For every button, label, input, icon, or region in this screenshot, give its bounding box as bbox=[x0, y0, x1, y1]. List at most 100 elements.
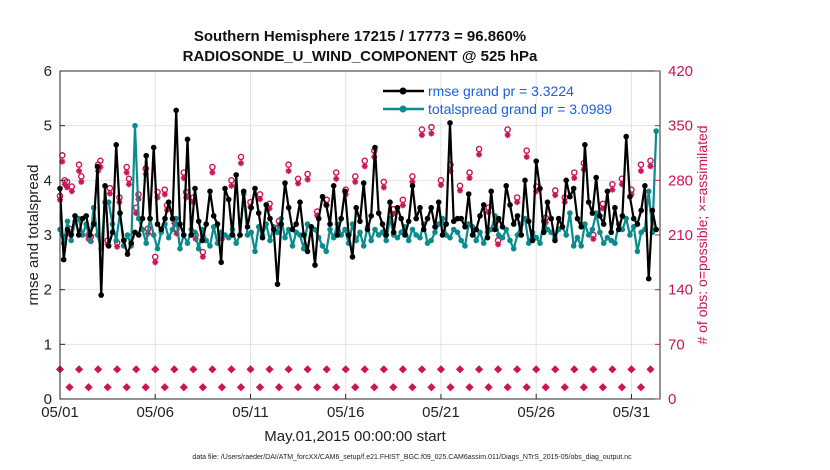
obs-assimilated-stroke bbox=[333, 176, 339, 182]
obs-possible-marker bbox=[332, 169, 340, 176]
obs-low-marker bbox=[389, 383, 398, 392]
obs-low-marker bbox=[617, 383, 627, 392]
rmse-point bbox=[229, 232, 236, 238]
obs-assimilated-marker bbox=[495, 241, 502, 248]
obs-assimilated-stroke bbox=[200, 254, 206, 260]
obs-assimilated-stroke bbox=[59, 158, 65, 165]
rmse-point bbox=[473, 226, 480, 233]
rmse-point bbox=[282, 180, 288, 186]
obs-assimilated-marker bbox=[590, 235, 597, 242]
rmse-point bbox=[630, 215, 637, 222]
rmse-point bbox=[90, 221, 97, 227]
legend-spread-swatch-marker bbox=[399, 105, 407, 113]
rmse-point bbox=[87, 232, 93, 238]
rmse-point bbox=[102, 183, 108, 189]
rmse-point bbox=[222, 185, 228, 192]
totalspread-point bbox=[458, 237, 465, 244]
obs-low-marker bbox=[151, 365, 160, 374]
totalspread-point bbox=[574, 234, 581, 241]
totalspread-point bbox=[627, 232, 633, 238]
rmse-point bbox=[420, 226, 427, 233]
totalspread-point bbox=[68, 237, 74, 244]
rmse-point bbox=[188, 232, 194, 238]
obs-low-marker bbox=[293, 383, 303, 392]
right-y-tick-label: 140 bbox=[668, 282, 693, 299]
totalspread-point bbox=[537, 240, 543, 246]
rmse-point bbox=[428, 204, 435, 211]
obs-low-marker bbox=[255, 383, 265, 392]
totalspread-point bbox=[563, 232, 569, 238]
rmse-point bbox=[589, 210, 596, 216]
x-axis-label: May.01,2015 00:00:00 start bbox=[264, 428, 446, 445]
rmse-point bbox=[653, 226, 659, 233]
rmse-point bbox=[199, 237, 206, 244]
rmse-point bbox=[552, 237, 558, 244]
rmse-point bbox=[315, 215, 322, 222]
obs-assimilated-marker bbox=[418, 132, 425, 139]
rmse-point bbox=[267, 215, 273, 222]
legend-rmse-label: rmse grand pr = 3.3224 bbox=[428, 83, 574, 99]
obs-possible-marker bbox=[647, 157, 654, 165]
rmse-point bbox=[289, 226, 296, 233]
obs-assimilated-marker bbox=[257, 196, 263, 203]
rmse-point bbox=[128, 240, 134, 246]
obs-assimilated-marker bbox=[152, 259, 159, 266]
obs-possible-marker bbox=[285, 161, 292, 169]
obs-low-marker bbox=[227, 365, 236, 374]
rmse-point bbox=[177, 221, 183, 227]
obs-low-marker bbox=[313, 383, 322, 392]
rmse-point bbox=[522, 177, 528, 184]
totalspread-point bbox=[634, 248, 641, 255]
obs-assimilated-stroke bbox=[295, 180, 301, 187]
rmse-point bbox=[604, 188, 611, 195]
totalspread-point bbox=[447, 234, 453, 241]
rmse-point bbox=[375, 210, 382, 216]
obs-assimilated-stroke bbox=[647, 163, 654, 169]
obs-possible-marker bbox=[475, 145, 483, 153]
totalspread-point bbox=[319, 243, 326, 249]
obs-assimilated-marker bbox=[428, 130, 435, 137]
right-y-tick-label: 350 bbox=[668, 118, 693, 135]
obs-low-marker bbox=[474, 365, 484, 374]
obs-assimilated-marker bbox=[68, 188, 75, 195]
obs-assimilated-marker bbox=[476, 151, 483, 158]
rmse-point bbox=[304, 248, 311, 255]
rmse-point bbox=[417, 204, 423, 211]
obs-assimilated-stroke bbox=[124, 169, 130, 176]
rmse-point bbox=[469, 232, 476, 238]
obs-low-marker bbox=[208, 365, 217, 374]
obs-assimilated-stroke bbox=[64, 184, 70, 190]
obs-assimilated-marker bbox=[228, 182, 235, 189]
rmse-point bbox=[233, 172, 239, 178]
totalspread-point bbox=[184, 240, 191, 246]
rmse-point bbox=[484, 234, 491, 241]
rmse-point bbox=[120, 237, 127, 244]
obs-assimilated-marker bbox=[437, 182, 444, 189]
rmse-point bbox=[585, 199, 592, 205]
totalspread-point bbox=[570, 243, 577, 249]
rmse-point bbox=[525, 218, 532, 225]
obs-possible-marker bbox=[418, 126, 426, 133]
obs-assimilated-marker bbox=[125, 181, 132, 188]
rmse-point bbox=[342, 188, 348, 195]
obs-assimilated-stroke bbox=[152, 259, 158, 265]
totalspread-point bbox=[323, 248, 330, 255]
rmse-point bbox=[615, 226, 622, 233]
obs-low-marker bbox=[217, 383, 227, 392]
obs-low-marker bbox=[246, 365, 255, 374]
totalspread-point bbox=[154, 245, 161, 252]
obs-assimilated-marker bbox=[380, 184, 387, 191]
totalspread-point bbox=[342, 226, 348, 233]
rmse-point bbox=[443, 221, 450, 227]
totalspread-point bbox=[585, 232, 592, 238]
rmse-point bbox=[612, 204, 618, 211]
obs-assimilated-stroke bbox=[466, 175, 473, 181]
obs-assimilated-stroke bbox=[609, 187, 615, 193]
rmse-point bbox=[447, 120, 453, 126]
obs-assimilated-stroke bbox=[257, 196, 263, 202]
rmse-point bbox=[98, 292, 104, 298]
x-tick-label: 05/16 bbox=[327, 404, 365, 421]
rmse-point bbox=[368, 213, 375, 219]
totalspread-point bbox=[372, 226, 378, 233]
obs-possible-marker bbox=[570, 169, 578, 176]
